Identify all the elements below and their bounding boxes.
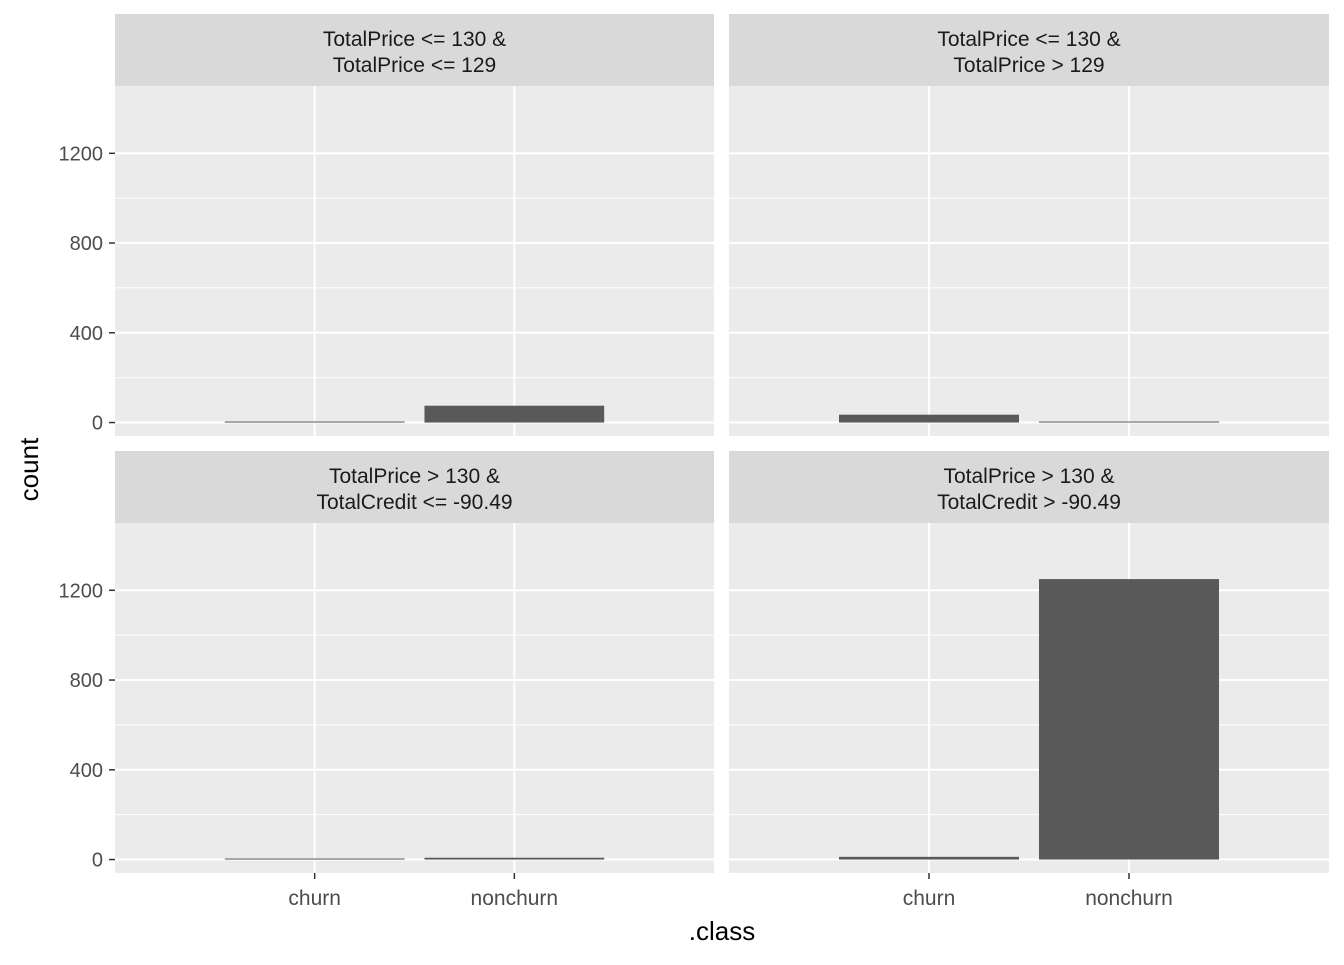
panel-4-strip-line1: TotalPrice > 130 & (943, 465, 1114, 488)
panel-1-strip-line2: TotalPrice <= 129 (333, 54, 496, 77)
bar-panel-1-nonchurn (424, 405, 605, 423)
panel-2-strip-line2: TotalPrice > 129 (953, 54, 1104, 77)
panel-2-strip-line1: TotalPrice <= 130 & (937, 28, 1120, 51)
y-tick-label: 1200 (59, 580, 104, 602)
bar-panel-4-churn (839, 856, 1019, 860)
y-axis-title: count (14, 437, 44, 501)
bar-panel-2-churn (839, 414, 1019, 423)
panel-2-strip (729, 14, 1329, 86)
bar-panel-3-nonchurn (424, 857, 605, 860)
y-tick-label: 800 (70, 233, 103, 255)
panel-4-strip (729, 451, 1329, 523)
y-tick-label: 1200 (59, 143, 104, 165)
bar-panel-2-nonchurn (1039, 421, 1219, 423)
y-tick-label: 800 (70, 670, 103, 692)
bar-panel-4-nonchurn (1039, 579, 1219, 860)
panel-3-strip-line1: TotalPrice > 130 & (329, 465, 500, 488)
y-tick-label: 0 (92, 413, 103, 435)
bar-panel-3-churn (224, 858, 405, 860)
x-axis-title: .class (689, 916, 755, 946)
panel-1-strip-line1: TotalPrice <= 130 & (323, 28, 506, 51)
panel-3-background (115, 523, 714, 873)
x-tick-label-churn: churn (903, 887, 956, 910)
x-tick-label-nonchurn: nonchurn (471, 887, 559, 910)
y-tick-label: 0 (92, 850, 103, 872)
x-tick-label-nonchurn: nonchurn (1085, 887, 1173, 910)
bar-panel-1-churn (224, 421, 405, 423)
panel-2-background (729, 86, 1329, 436)
panel-3-strip-line2: TotalCredit <= -90.49 (316, 491, 512, 514)
panel-1-background (115, 86, 714, 436)
panel-4-strip-line2: TotalCredit > -90.49 (937, 491, 1121, 514)
panel-1-strip (115, 14, 714, 86)
x-tick-label-churn: churn (288, 887, 341, 910)
panel-3-strip (115, 451, 714, 523)
y-tick-label: 400 (70, 760, 103, 782)
panel-4-background (729, 523, 1329, 873)
y-tick-label: 400 (70, 323, 103, 345)
